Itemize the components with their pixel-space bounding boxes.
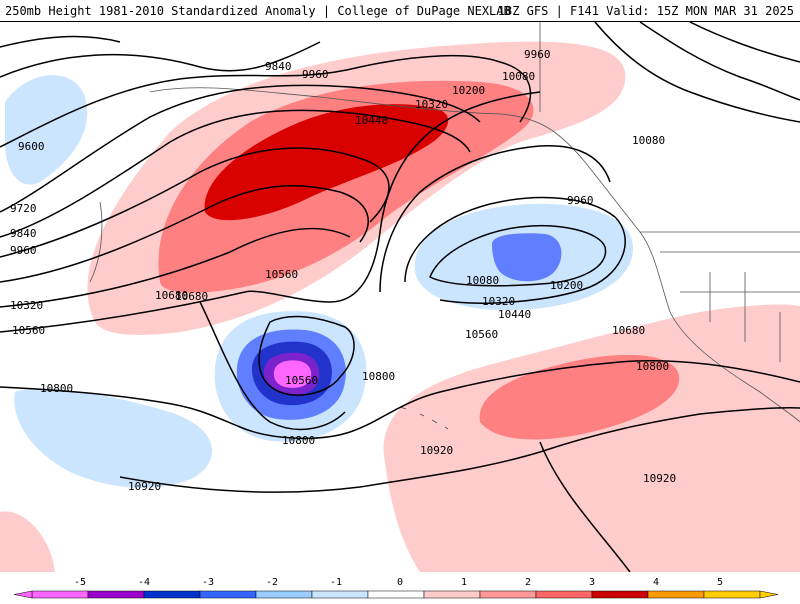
contour-label: 10920: [128, 480, 161, 493]
legend-canvas: -5 -4 -3 -2 -1 0 1 2 3 4 5: [13, 577, 779, 599]
contour-label: 10680: [175, 290, 208, 303]
legend-tick-label: 5: [717, 577, 723, 588]
contour-label: 9840: [265, 60, 292, 73]
contour-label: 10680: [155, 289, 188, 302]
contour-label: 10080: [466, 274, 499, 287]
contour-label: 10080: [632, 134, 665, 147]
legend-max-arrow: [759, 590, 779, 599]
map-title: 250mb Height 1981-2010 Standardized Anom…: [5, 4, 511, 18]
contour-label: 9720: [10, 202, 37, 215]
legend-tick-label: -2: [266, 577, 278, 588]
contour-label: 9600: [18, 140, 45, 153]
map-header: 250mb Height 1981-2010 Standardized Anom…: [0, 0, 800, 22]
model-run-info: 18Z GFS | F141 Valid: 15Z MON MAR 31 202…: [497, 4, 794, 18]
contour-label: 9960: [10, 244, 37, 257]
legend-tick-label: -4: [138, 577, 150, 588]
legend-color-bar: [13, 590, 779, 599]
negative-anomaly-region-7: [273, 360, 312, 388]
legend-swatch: [591, 590, 649, 599]
legend-tick-label: 0: [397, 577, 403, 588]
contour-label: 9960: [567, 194, 594, 207]
legend-swatch: [535, 590, 593, 599]
contour-label: 10560: [285, 374, 318, 387]
negative-anomaly-region-8: [14, 388, 213, 488]
legend-swatch: [143, 590, 201, 599]
contour-label: 10800: [282, 434, 315, 447]
legend-swatch: [255, 590, 313, 599]
contour-label: 10560: [265, 268, 298, 281]
negative-anomaly-region-2: [492, 233, 562, 282]
contour-label: 10320: [10, 299, 43, 312]
legend-swatch: [31, 590, 89, 599]
legend-swatch: [703, 590, 761, 599]
anomaly-color-legend: -5 -4 -3 -2 -1 0 1 2 3 4 5: [0, 572, 800, 600]
legend-swatch: [479, 590, 537, 599]
contour-label: 9960: [302, 68, 329, 81]
legend-swatch: [87, 590, 145, 599]
anomaly-map: 9600 9720 9840 9960 10320 10560 10800 10…: [0, 22, 800, 572]
contour-label: 9960: [524, 48, 551, 61]
contour-label: 9840: [10, 227, 37, 240]
contour-label: 10560: [465, 328, 498, 341]
contour-label-layer: 9600 9720 9840 9960 10320 10560 10800 10…: [10, 48, 676, 493]
contour-label: 10680: [612, 324, 645, 337]
legend-tick-label: -5: [74, 577, 86, 588]
legend-min-arrow: [13, 590, 33, 599]
contour-label: 10080: [502, 70, 535, 83]
legend-tick-label: -1: [330, 577, 342, 588]
coastlines: [89, 22, 800, 430]
contour-label: 10800: [40, 382, 73, 395]
legend-tick-label: 4: [653, 577, 659, 588]
negative-anomaly-region: [5, 75, 88, 185]
contour-label: 10800: [362, 370, 395, 383]
contour-label: 10440: [355, 114, 388, 127]
legend-tick-label: 2: [525, 577, 531, 588]
legend-swatch: [311, 590, 369, 599]
anomaly-shading: [0, 41, 800, 572]
positive-anomaly-region-3: [383, 304, 800, 572]
legend-tick-label: 3: [589, 577, 595, 588]
contour-label: 10920: [643, 472, 676, 485]
positive-anomaly-region-4: [479, 354, 680, 440]
contour-label: 10800: [636, 360, 669, 373]
map-canvas: 9600 9720 9840 9960 10320 10560 10800 10…: [0, 22, 800, 572]
legend-swatch: [423, 590, 481, 599]
contour-label: 10440: [498, 308, 531, 321]
contour-label: 10320: [482, 295, 515, 308]
height-contours: [0, 22, 800, 572]
contour-label: 10200: [452, 84, 485, 97]
positive-anomaly-region-2: [204, 104, 449, 221]
contour-label: 10200: [550, 279, 583, 292]
legend-tick-label: 1: [461, 577, 467, 588]
legend-swatch: [647, 590, 705, 599]
contour-label: 10320: [415, 98, 448, 111]
contour-label: 10920: [420, 444, 453, 457]
positive-anomaly-region-5: [0, 511, 55, 572]
legend-tick-labels: -5 -4 -3 -2 -1 0 1 2 3 4 5: [74, 577, 723, 588]
contour-label: 10560: [12, 324, 45, 337]
legend-tick-label: -3: [202, 577, 214, 588]
legend-swatch: [199, 590, 257, 599]
legend-swatch: [367, 590, 425, 599]
